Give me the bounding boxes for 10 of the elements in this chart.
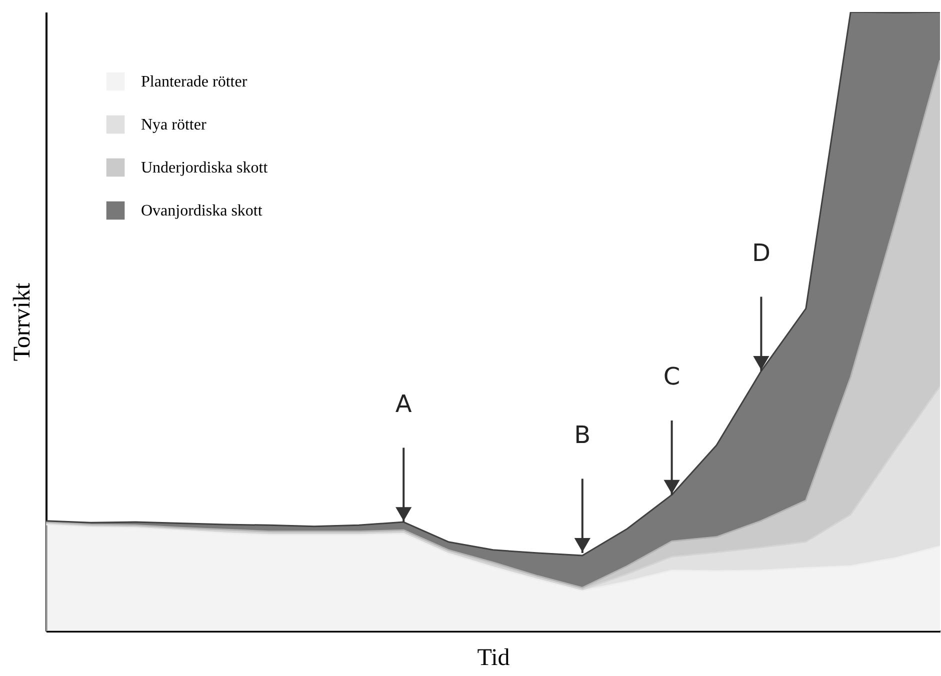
legend-label: Ovanjordiska skott	[141, 202, 263, 220]
legend-label: Nya rötter	[141, 116, 207, 134]
legend-label: Underjordiska skott	[141, 160, 268, 176]
annotation: B	[574, 420, 591, 449]
annotation: A	[395, 390, 412, 418]
y-axis-title: Torrvikt	[10, 282, 36, 362]
legend-label: Planterade rötter	[141, 74, 248, 90]
annotation: D	[752, 238, 770, 267]
annotation: C	[663, 362, 680, 391]
x-axis-title: Tid	[477, 645, 510, 671]
